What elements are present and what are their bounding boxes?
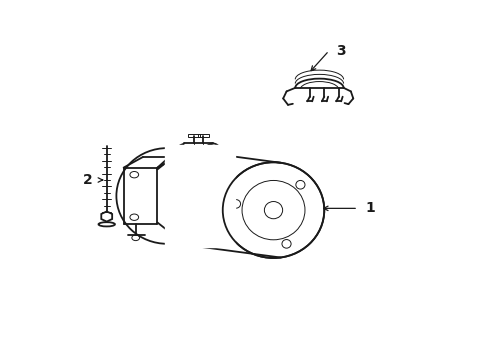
Bar xyxy=(197,134,209,137)
Bar xyxy=(164,145,234,247)
Text: 2: 2 xyxy=(82,173,92,187)
Text: 3: 3 xyxy=(336,44,346,58)
Text: 1: 1 xyxy=(365,201,374,215)
Bar xyxy=(187,134,199,137)
